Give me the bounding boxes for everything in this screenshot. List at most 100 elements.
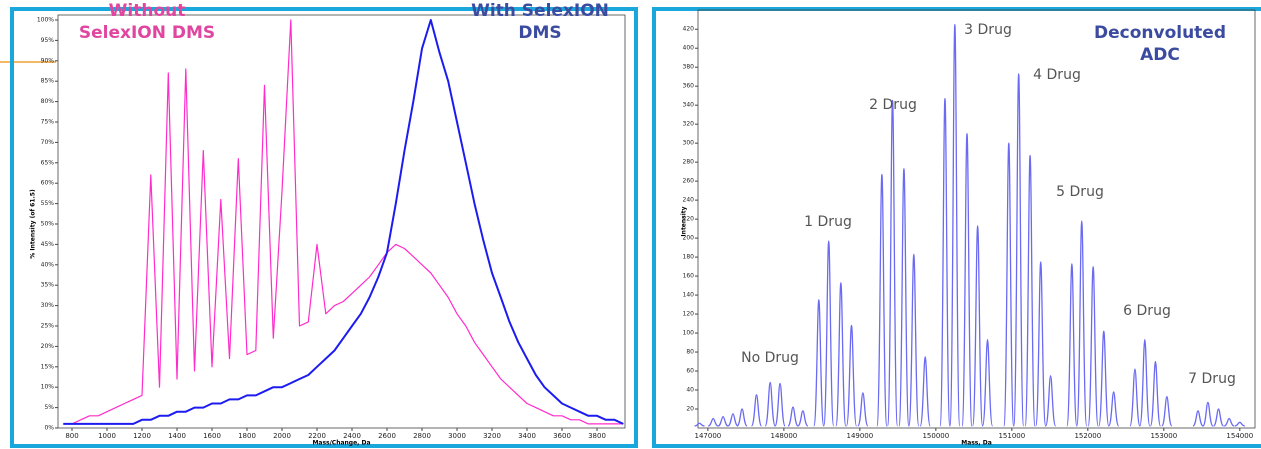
peak (1098, 330, 1110, 427)
peak (857, 392, 869, 427)
peak (1024, 154, 1036, 427)
annotation: 7 Drug (1188, 371, 1236, 387)
annotation: 3 Drug (964, 22, 1012, 38)
peak (961, 133, 973, 427)
y-tick-label: 80 (686, 349, 694, 356)
chart-title: Deconvoluted ADC (1093, 23, 1226, 65)
peak (1003, 142, 1015, 427)
y-tick-label: 100% (37, 17, 54, 24)
x-axis-label: Mass/Change, Da (312, 440, 370, 447)
x-tick-label: 1800 (238, 432, 256, 440)
x-tick-label: 3800 (588, 432, 606, 440)
series-line (63, 19, 624, 425)
legend-entry: With SelexION DMS (471, 1, 609, 43)
peak (1129, 368, 1141, 427)
x-tick-label: 2600 (378, 432, 396, 440)
y-tick-label: 20% (41, 343, 55, 350)
x-tick-label: 800 (65, 432, 78, 440)
peak (1035, 261, 1047, 427)
y-tick-label: 160 (683, 273, 695, 280)
peak (774, 382, 786, 427)
peak (919, 356, 931, 427)
y-tick-label: 20 (686, 406, 694, 413)
peak (727, 413, 739, 427)
y-tick-label: 60 (686, 368, 694, 375)
y-tick-label: 340 (683, 102, 695, 109)
y-axis-label: % Intensity (of 61.5) (30, 189, 37, 259)
y-tick-label: 40% (41, 261, 55, 268)
y-tick-label: 240 (683, 197, 695, 204)
y-tick-label: 280 (683, 159, 695, 166)
peak (939, 97, 951, 427)
peak (845, 324, 858, 427)
y-tick-label: 5% (44, 404, 54, 411)
y-tick-label: 15% (41, 363, 55, 370)
peak (949, 23, 961, 427)
peak (886, 99, 899, 427)
peak (908, 253, 920, 427)
x-tick-label: 153000 (1150, 432, 1177, 440)
peak (1066, 263, 1078, 427)
y-tick-label: 140 (683, 292, 695, 299)
x-tick-label: 148000 (771, 432, 798, 440)
peak (717, 415, 729, 427)
legend-entry: Without SelexION DMS (78, 1, 216, 43)
peak (764, 381, 776, 427)
y-tick-label: 200 (683, 235, 695, 242)
annotation: 6 Drug (1123, 303, 1171, 319)
peak (1234, 421, 1245, 427)
y-tick-label: 360 (683, 83, 695, 90)
x-tick-label: 2200 (308, 432, 326, 440)
peak (813, 299, 825, 427)
y-tick-label: 420 (683, 26, 695, 33)
annotation: 1 Drug (804, 214, 852, 230)
y-tick-label: 45% (41, 241, 55, 248)
annotation: 2 Drug (869, 97, 917, 113)
x-tick-label: 149000 (846, 432, 873, 440)
peak (1192, 410, 1204, 427)
x-tick-label: 3400 (518, 432, 536, 440)
annotation: 5 Drug (1056, 184, 1104, 200)
peak (835, 282, 847, 427)
peak (694, 422, 705, 427)
peak (1076, 220, 1088, 427)
peak (736, 408, 748, 427)
x-tick-label: 3000 (448, 432, 466, 440)
peak (1213, 408, 1224, 427)
y-tick-label: 260 (683, 178, 695, 185)
peak (1087, 265, 1099, 427)
annotation: No Drug (741, 350, 799, 366)
y-tick-label: 380 (683, 64, 695, 71)
peak (1108, 391, 1120, 427)
peak (876, 173, 888, 427)
peak (1202, 401, 1214, 427)
peak (981, 339, 994, 427)
y-tick-label: 25% (41, 323, 55, 330)
x-tick-label: 150000 (922, 432, 949, 440)
y-axis-label: Intensity (681, 206, 688, 236)
x-tick-label: 1000 (98, 432, 116, 440)
y-tick-label: 55% (41, 200, 55, 207)
y-tick-label: 95% (41, 37, 55, 44)
y-tick-label: 80% (41, 98, 55, 105)
x-tick-label: 2400 (343, 432, 361, 440)
y-tick-label: 220 (683, 216, 695, 223)
peak (797, 410, 809, 427)
x-tick-label: 2000 (273, 432, 291, 440)
y-tick-label: 300 (683, 140, 695, 147)
y-tick-label: 75% (41, 119, 55, 126)
y-tick-label: 40 (686, 387, 694, 394)
y-tick-label: 70% (41, 139, 55, 146)
peak (823, 240, 835, 427)
peak (971, 225, 984, 427)
x-tick-label: 3200 (483, 432, 501, 440)
panel-frame (10, 7, 638, 448)
peak (1223, 417, 1235, 427)
peak (787, 406, 799, 427)
peak (1149, 360, 1162, 427)
x-tick-label: 1200 (133, 432, 151, 440)
x-axis-label: Mass, Da (961, 440, 992, 447)
y-tick-label: 320 (683, 121, 695, 128)
y-tick-label: 0% (44, 425, 54, 432)
